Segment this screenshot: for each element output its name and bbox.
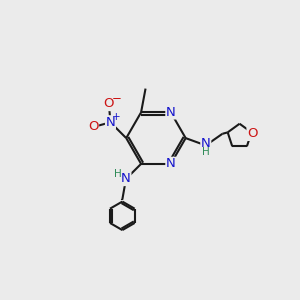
Text: −: −: [111, 92, 121, 105]
Text: H: H: [202, 147, 210, 157]
Text: N: N: [121, 172, 131, 185]
Text: H: H: [114, 169, 122, 178]
Text: N: N: [166, 158, 176, 170]
Text: N: N: [166, 106, 176, 119]
Text: N: N: [201, 137, 211, 150]
Text: N: N: [106, 116, 115, 129]
Text: +: +: [112, 112, 120, 122]
Text: O: O: [247, 127, 258, 140]
Text: O: O: [103, 98, 114, 110]
Text: O: O: [88, 121, 98, 134]
